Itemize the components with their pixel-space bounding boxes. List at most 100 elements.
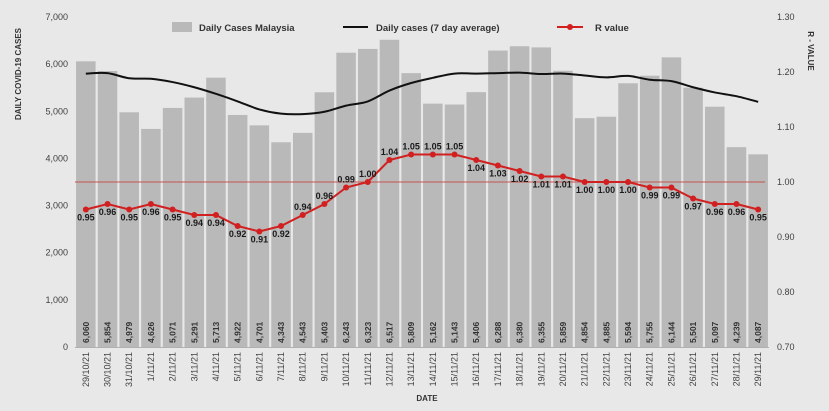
x-tick-label: 4/11/21	[211, 352, 221, 381]
r-value-marker	[343, 184, 350, 191]
bar	[488, 50, 508, 348]
r-value-label: 1.00	[359, 169, 377, 179]
r-value-label: 0.94	[294, 202, 312, 212]
r-value-label: 1.05	[424, 142, 442, 152]
r-value-marker	[386, 157, 393, 163]
legend-label: Daily cases (7 day average)	[376, 23, 500, 34]
r-value-label: 1.00	[576, 185, 594, 195]
x-tick-label: 7/11/21	[276, 352, 286, 381]
r-value-marker	[408, 151, 415, 158]
x-tick-label: 27/11/21	[710, 352, 720, 386]
r-value-marker	[646, 184, 653, 191]
bar-value-label: 4,626	[146, 321, 156, 343]
x-tick-label: 17/11/21	[493, 352, 503, 386]
x-tick-label: 25/11/21	[666, 352, 676, 386]
x-tick-label: 1/11/21	[146, 352, 156, 381]
r-value-label: 1.04	[467, 163, 485, 173]
bar-value-label: 4,087	[753, 321, 763, 343]
bar-value-label: 4,854	[580, 321, 590, 343]
bar	[748, 154, 768, 347]
y-tick-label: 1,000	[45, 295, 68, 305]
bar	[162, 107, 183, 347]
r-value-marker	[364, 179, 371, 185]
r-value-marker	[755, 206, 762, 213]
bar	[531, 47, 552, 348]
x-tick-label: 30/10/21	[103, 352, 113, 387]
r-value-label: 1.04	[381, 147, 399, 157]
r-value-marker	[690, 195, 697, 202]
x-tick-label: 20/11/21	[558, 352, 568, 386]
x-tick-label: 21/11/21	[580, 352, 590, 386]
legend: Daily Cases Malaysia Daily cases (7 day …	[172, 22, 629, 34]
legend-item-r-value: R value	[557, 23, 629, 34]
bar-value-labels-layer: 6,060 5,854 4,979 4,626 5,071 5,291 5,713 4,922…	[81, 321, 763, 343]
r-value-markers-layer	[82, 151, 762, 235]
y2-axis-title: R - VALUE	[806, 31, 815, 71]
bar	[314, 92, 335, 347]
y2-tick-label: 1.00	[777, 177, 795, 187]
y-tick-label: 2,000	[45, 248, 68, 258]
y-tick-label: 4,000	[45, 153, 68, 163]
y-tick-label: 6,000	[45, 59, 68, 69]
bar-value-label: 5,143	[450, 321, 460, 343]
x-tick-label: 24/11/21	[645, 352, 655, 386]
bar-value-label: 4,343	[276, 321, 286, 343]
bar	[661, 57, 682, 348]
r-value-marker	[212, 212, 219, 218]
r-value-marker	[191, 212, 198, 218]
x-tick-label: 13/11/21	[406, 352, 416, 386]
y-axis-title: DAILY COVID-19 CASES	[14, 27, 23, 120]
y-tick-label: 7,000	[45, 12, 68, 22]
r-value-label: 0.96	[99, 207, 117, 217]
r-value-label: 0.95	[749, 213, 767, 223]
r-value-marker	[559, 173, 566, 180]
bar-value-label: 4,701	[254, 321, 264, 343]
y2-tick-label: 1.10	[777, 122, 795, 132]
r-value-label: 0.94	[207, 218, 225, 228]
bar-value-label: 6,517	[384, 321, 394, 343]
bar	[705, 106, 725, 347]
r-value-marker	[82, 206, 89, 213]
bar-value-label: 5,291	[189, 321, 199, 343]
r-value-marker	[451, 151, 458, 158]
y2-tick-label: 0.70	[777, 342, 795, 352]
r-value-label: 1.01	[533, 180, 551, 190]
x-tick-label: 15/11/21	[450, 352, 460, 386]
x-tick-label: 16/11/21	[471, 352, 481, 386]
x-tick-label: 8/11/21	[298, 352, 308, 381]
bar	[227, 114, 248, 347]
bar-value-label: 6,288	[493, 321, 503, 343]
r-value-label: 0.96	[316, 191, 334, 201]
bar-value-label: 5,071	[168, 321, 178, 343]
bar-value-label: 5,097	[710, 321, 720, 343]
r-value-label: 1.01	[554, 180, 572, 190]
bar-value-label: 5,809	[406, 321, 416, 343]
x-tick-label: 28/11/21	[731, 352, 741, 386]
legend-item-7-day-average: Daily cases (7 day average)	[343, 23, 500, 34]
bar-value-label: 6,243	[341, 321, 351, 343]
y2-tick-label: 1.30	[777, 12, 795, 22]
r-value-marker	[278, 223, 285, 229]
r-value-marker	[733, 201, 740, 207]
x-axis-ticks: 29/10/21 30/10/21 31/10/21 1/11/21 2/11/21 3/…	[81, 352, 763, 387]
bar-value-label: 5,713	[211, 321, 221, 343]
r-value-label: 1.03	[489, 169, 507, 179]
r-value-marker	[299, 212, 306, 218]
legend-label: Daily Cases Malaysia	[199, 23, 295, 34]
r-value-marker	[625, 179, 632, 185]
bar-value-label: 5,594	[623, 321, 633, 343]
r-value-marker	[321, 201, 328, 207]
bar-value-label: 5,854	[103, 321, 113, 343]
x-tick-label: 31/10/21	[124, 352, 134, 387]
r-value-labels-layer: 0.950.960.950.960.950.94 0.940.920.910.92…	[77, 142, 767, 245]
r-value-label: 0.94	[186, 218, 204, 228]
y2-axis-ticks: 0.70 0.80 0.90 1.00 1.10 1.20 1.30	[777, 12, 795, 352]
bar	[401, 73, 421, 347]
bars-layer	[76, 39, 768, 348]
r-value-marker	[711, 201, 718, 207]
x-tick-label: 26/11/21	[688, 352, 698, 386]
r-value-label: 1.05	[446, 142, 464, 152]
bar	[683, 87, 703, 347]
bar	[119, 112, 139, 347]
r-value-marker	[147, 201, 154, 207]
